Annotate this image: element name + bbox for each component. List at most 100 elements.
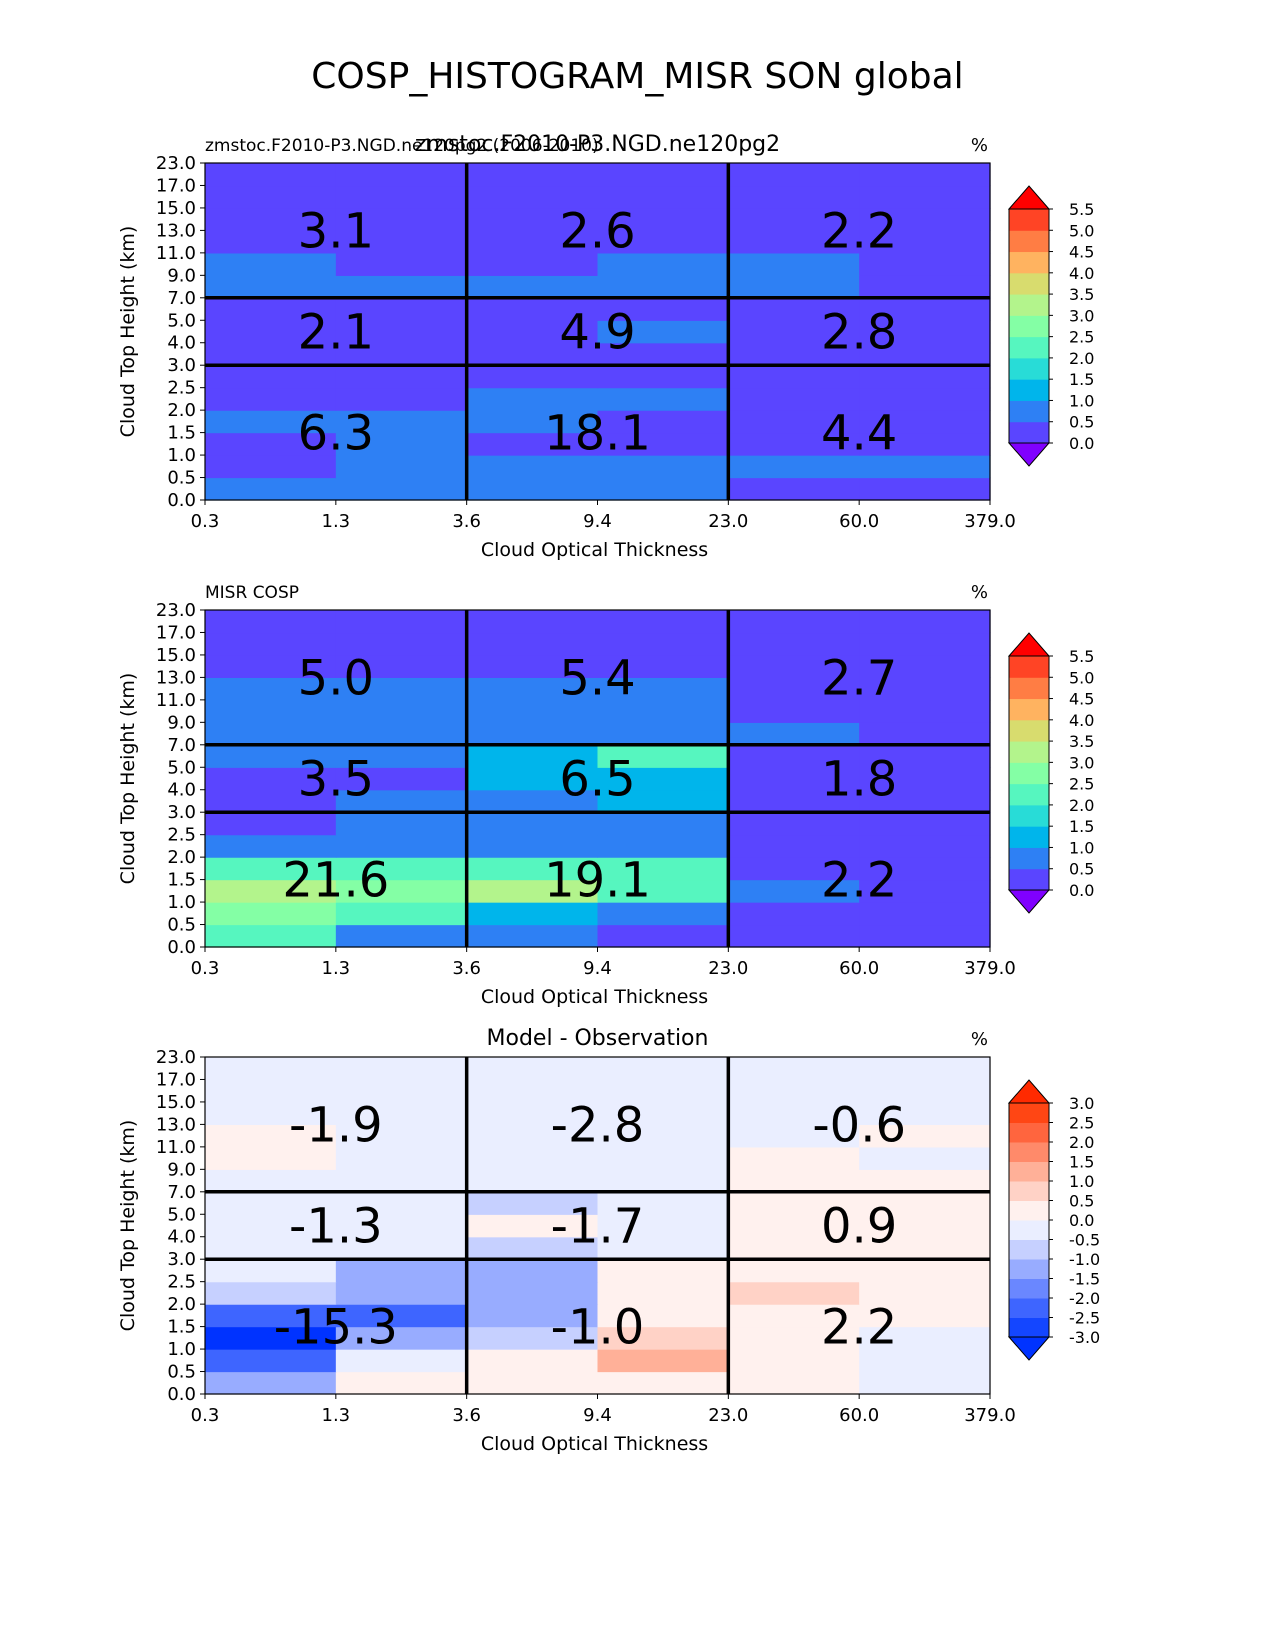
heatmap-cell	[859, 297, 991, 321]
heatmap-cell	[205, 185, 337, 209]
heatmap-cell	[466, 1057, 599, 1081]
heatmap-cell	[728, 1124, 860, 1148]
y-tick-label: 7.0	[167, 735, 196, 756]
heatmap-cell	[859, 654, 991, 678]
heatmap-cell	[205, 342, 337, 366]
heatmap-cell	[335, 1371, 468, 1395]
heatmap-cell	[597, 1236, 729, 1260]
heatmap-cell	[597, 1124, 729, 1148]
block-value-label: 19.1	[544, 853, 651, 909]
y-axis-label: Cloud Top Height (km)	[117, 673, 139, 885]
block-value-label: 3.5	[298, 752, 374, 808]
block-value-label: 3.1	[298, 203, 374, 259]
y-tick-label: 2.0	[167, 1294, 196, 1315]
heatmap-cell	[205, 812, 337, 836]
heatmap-cell	[205, 677, 337, 701]
colorbar-segment	[1009, 1220, 1049, 1240]
heatmap-cell	[597, 654, 729, 678]
heatmap-cell	[728, 1079, 860, 1103]
heatmap-cell	[466, 812, 599, 836]
heatmap-cell	[335, 275, 468, 299]
heatmap-cell	[335, 924, 468, 948]
y-tick-label: 5.0	[167, 1204, 196, 1225]
heatmap-cell	[205, 365, 337, 389]
heatmap-cell	[205, 297, 337, 321]
heatmap-cell	[466, 1146, 599, 1170]
y-tick-label: 5.0	[167, 757, 196, 778]
heatmap-cell	[466, 163, 599, 187]
heatmap-cell	[859, 677, 991, 701]
heatmap-cell	[205, 477, 337, 501]
block-value-label: 6.3	[298, 406, 374, 462]
heatmap-cell	[205, 924, 337, 948]
heatmap-cell	[859, 1057, 991, 1081]
colorbar-tick-label: 1.0	[1069, 1172, 1094, 1191]
heatmap-cell	[335, 789, 468, 813]
heatmap-cell	[466, 387, 599, 411]
y-tick-label: 17.0	[156, 1069, 196, 1090]
heatmap-cell	[335, 1259, 468, 1283]
heatmap-cell	[466, 1349, 599, 1373]
heatmap-cell	[597, 320, 729, 344]
heatmap-cell	[597, 1371, 729, 1395]
heatmap-cell	[205, 610, 337, 634]
y-tick-label: 17.0	[156, 622, 196, 643]
heatmap-cell	[466, 632, 599, 656]
heatmap-cell	[859, 879, 991, 903]
y-tick-label: 13.0	[156, 220, 196, 241]
colorbar-tick-label: 0.5	[1069, 1192, 1094, 1211]
heatmap-cell	[466, 1304, 599, 1328]
y-tick-label: 4.0	[167, 1227, 196, 1248]
heatmap-cell	[859, 610, 991, 634]
heatmap-cell	[597, 1101, 729, 1125]
heatmap-cell	[728, 252, 860, 276]
heatmap-cell	[728, 902, 860, 926]
colorbar-tick-label: 0.5	[1069, 860, 1094, 879]
heatmap-cell	[728, 1281, 860, 1305]
x-tick-label: 0.3	[191, 511, 220, 532]
heatmap-cell	[728, 455, 860, 479]
y-tick-label: 1.0	[167, 892, 196, 913]
heatmap-cell	[728, 1101, 860, 1125]
colorbar-segment	[1009, 656, 1049, 678]
heatmap-cell	[859, 632, 991, 656]
heatmap-cell	[205, 1169, 337, 1193]
heatmap-cell	[859, 163, 991, 187]
colorbar-segment	[1009, 251, 1049, 274]
heatmap-cell	[728, 789, 860, 813]
colorbar-tick-label: 1.0	[1069, 838, 1094, 857]
heatmap-cell	[728, 744, 860, 768]
x-axis-label: Cloud Optical Thickness	[481, 986, 708, 1008]
heatmap-cell	[859, 1236, 991, 1260]
colorbar-tick-label: 4.0	[1069, 711, 1094, 730]
heatmap-cell	[597, 185, 729, 209]
heatmap-cell	[466, 677, 599, 701]
heatmap-cell	[205, 654, 337, 678]
heatmap-cell	[205, 789, 337, 813]
heatmap-cell	[466, 207, 599, 231]
heatmap-cell	[466, 252, 599, 276]
y-tick-label: 15.0	[156, 198, 196, 219]
y-tick-label: 2.5	[167, 1272, 196, 1293]
block-value-label: -1.7	[551, 1199, 645, 1255]
heatmap-cell	[335, 902, 468, 926]
y-tick-label: 11.0	[156, 243, 196, 264]
heatmap-cell	[466, 1371, 599, 1395]
heatmap-cell	[728, 387, 860, 411]
y-tick-label: 4.0	[167, 333, 196, 354]
heatmap-cell	[466, 455, 599, 479]
heatmap-cell	[205, 1259, 337, 1283]
heatmap-cell	[597, 1057, 729, 1081]
x-tick-label: 379.0	[964, 511, 1016, 532]
colorbar-segment	[1009, 804, 1049, 827]
heatmap-cell	[597, 410, 729, 434]
heatmap-cell	[859, 1304, 991, 1328]
heatmap-cell	[597, 455, 729, 479]
heatmap-cell	[859, 924, 991, 948]
heatmap-cell	[728, 1191, 860, 1215]
heatmap-cell	[859, 1259, 991, 1283]
heatmap-cell	[597, 230, 729, 254]
heatmap-cell	[859, 387, 991, 411]
colorbar-tick-label: -2.5	[1069, 1309, 1100, 1328]
y-tick-label: 23.0	[156, 153, 196, 174]
